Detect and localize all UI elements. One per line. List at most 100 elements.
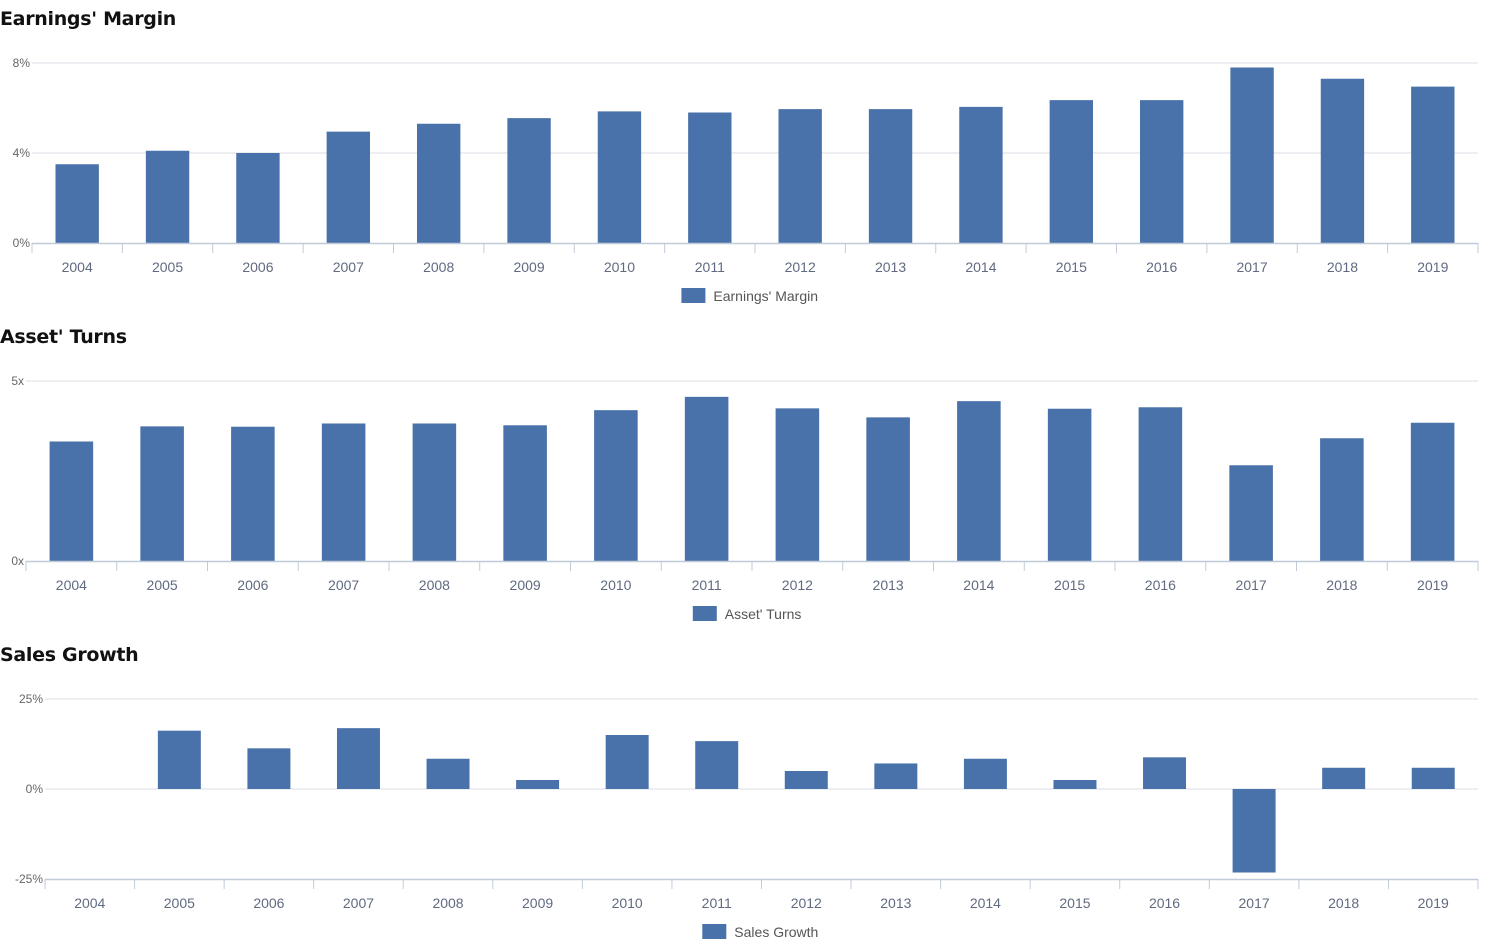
bar-2011 (684, 396, 729, 561)
bar-2016 (1139, 100, 1184, 243)
earnings-margin-panel: Earnings' Margin 0% 4% 8% 2004 2005 2006 2007 2… (0, 0, 1485, 318)
legend-label: Asset' Turns (725, 606, 802, 622)
y-tick-label: 0% (26, 782, 44, 796)
x-tick-label-2018: 2018 (1326, 577, 1357, 593)
x-tick-label-2012: 2012 (785, 259, 816, 275)
bar-2017 (1229, 465, 1273, 561)
x-tick-label-2005: 2005 (152, 259, 183, 275)
x-tick-label-2005: 2005 (164, 895, 195, 911)
x-tick-label-2015: 2015 (1059, 895, 1090, 911)
asset-turns-title: Asset' Turns (0, 326, 127, 348)
bar-2006 (247, 748, 291, 789)
bar-2008 (412, 423, 457, 561)
x-tick-label-2019: 2019 (1417, 259, 1448, 275)
x-tick-label-2010: 2010 (604, 259, 635, 275)
x-tick-label-2006: 2006 (237, 577, 268, 593)
asset-turns-panel: Asset' Turns 0x 5x 2004 2005 2006 2007 2008 200… (0, 318, 1485, 636)
bar-2013 (868, 109, 913, 243)
sales-growth-panel: Sales Growth -25% 0% 25% 2004 2005 2006 2007 20… (0, 636, 1485, 945)
bar-2008 (426, 758, 470, 789)
legend-label: Sales Growth (734, 924, 818, 940)
bar-2018 (1320, 438, 1364, 561)
bar-2006 (231, 426, 275, 561)
legend-swatch (692, 606, 717, 621)
bar-2013 (874, 763, 918, 789)
asset-turns-chart: 0x 5x 2004 2005 2006 2007 2008 2009 2010 2011 2012… (11, 374, 1479, 622)
bar-2007 (321, 423, 366, 561)
x-tick-label-2014: 2014 (963, 577, 994, 593)
x-tick-label-2004: 2004 (74, 895, 105, 911)
x-tick-label-2012: 2012 (791, 895, 822, 911)
x-tick-label-2013: 2013 (875, 259, 906, 275)
sales-growth-title: Sales Growth (0, 644, 139, 666)
y-tick-label: 25% (19, 692, 43, 706)
bar-2005 (140, 426, 184, 561)
x-tick-label-2012: 2012 (782, 577, 813, 593)
bar-2014 (957, 401, 1001, 561)
x-tick-label-2007: 2007 (333, 259, 364, 275)
bar-2007 (326, 131, 371, 243)
bar-2016 (1138, 407, 1183, 561)
y-tick-label: 5x (11, 374, 24, 388)
bar-2010 (597, 111, 642, 243)
bar-2019 (1410, 422, 1455, 561)
y-tick-label: -25% (15, 872, 43, 886)
earnings-margin-chart: 0% 4% 8% 2004 2005 2006 2007 2008 2009 2010 2011 20… (13, 56, 1479, 304)
bar-2013 (866, 417, 910, 561)
bar-2006 (236, 153, 280, 243)
x-tick-label-2011: 2011 (692, 577, 722, 593)
bar-2005 (145, 150, 190, 243)
x-tick-label-2018: 2018 (1327, 259, 1358, 275)
y-tick-label: 8% (13, 56, 31, 70)
x-tick-label-2016: 2016 (1149, 895, 1180, 911)
legend-label: Earnings' Margin (713, 288, 818, 304)
bar-2011 (688, 112, 732, 243)
x-tick-label-2019: 2019 (1418, 895, 1449, 911)
y-tick-label: 0x (11, 554, 24, 568)
earnings-margin-title: Earnings' Margin (0, 8, 177, 30)
x-tick-label-2007: 2007 (328, 577, 359, 593)
x-tick-label-2004: 2004 (56, 577, 87, 593)
x-tick-label-2016: 2016 (1145, 577, 1176, 593)
x-tick-label-2006: 2006 (253, 895, 284, 911)
x-tick-label-2010: 2010 (612, 895, 643, 911)
bar-2007 (336, 728, 380, 789)
x-tick-label-2016: 2016 (1146, 259, 1177, 275)
x-tick-label-2017: 2017 (1236, 577, 1267, 593)
sales-growth-chart: -25% 0% 25% 2004 2005 2006 2007 2008 2009 2010 201… (15, 692, 1479, 940)
bar-2009 (503, 425, 547, 561)
bar-2009 (516, 780, 560, 789)
bar-2015 (1047, 408, 1092, 561)
x-tick-label-2004: 2004 (62, 259, 93, 275)
y-tick-label: 0% (13, 236, 31, 250)
x-tick-label-2011: 2011 (695, 259, 725, 275)
legend-swatch (702, 924, 727, 939)
bar-2011 (695, 741, 739, 789)
x-tick-label-2007: 2007 (343, 895, 374, 911)
x-tick-label-2017: 2017 (1236, 259, 1267, 275)
bar-2009 (507, 118, 551, 243)
x-tick-label-2017: 2017 (1239, 895, 1270, 911)
legend-swatch (681, 288, 706, 303)
bar-2012 (775, 408, 820, 561)
bar-2017 (1230, 67, 1274, 243)
bar-2015 (1053, 780, 1097, 789)
bar-2005 (157, 730, 201, 789)
x-tick-label-2015: 2015 (1054, 577, 1085, 593)
x-tick-label-2015: 2015 (1056, 259, 1087, 275)
bar-2008 (416, 123, 461, 243)
x-tick-label-2014: 2014 (965, 259, 996, 275)
x-tick-label-2010: 2010 (600, 577, 631, 593)
x-tick-label-2009: 2009 (510, 577, 541, 593)
x-tick-label-2011: 2011 (702, 895, 732, 911)
x-tick-label-2008: 2008 (419, 577, 450, 593)
x-tick-label-2013: 2013 (880, 895, 911, 911)
x-tick-label-2013: 2013 (873, 577, 904, 593)
x-tick-label-2014: 2014 (970, 895, 1001, 911)
bar-2014 (959, 106, 1003, 243)
bar-2017 (1232, 789, 1276, 873)
x-tick-label-2009: 2009 (513, 259, 544, 275)
bar-2018 (1322, 767, 1366, 789)
x-tick-label-2005: 2005 (147, 577, 178, 593)
bar-2019 (1411, 767, 1455, 789)
